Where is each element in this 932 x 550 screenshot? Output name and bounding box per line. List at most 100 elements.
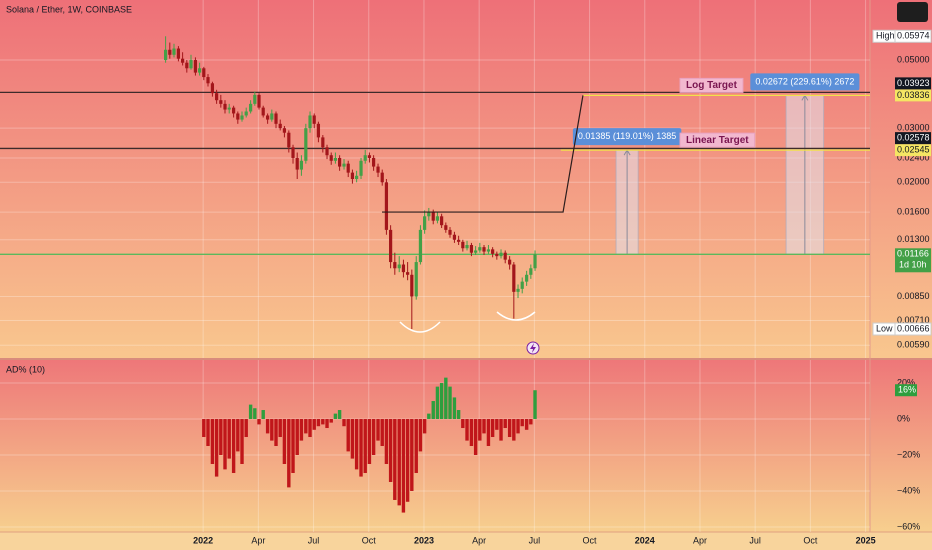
measure-label: 0.02672 (229.61%) 2672 — [755, 76, 854, 86]
indicator-bar — [452, 397, 457, 420]
candle-body — [444, 225, 448, 230]
candle-body — [372, 157, 376, 167]
price-pane — [0, 0, 932, 358]
pattern-arc — [399, 321, 441, 333]
candle-body — [342, 163, 346, 167]
indicator-bar — [418, 419, 423, 452]
candle-body — [495, 253, 499, 257]
x-tick-label: Jul — [749, 535, 761, 545]
y-tick-label: −40% — [897, 485, 920, 495]
candle-body — [482, 247, 486, 252]
candle-body — [257, 94, 261, 108]
indicator-bar — [427, 413, 431, 420]
indicator-bar — [312, 419, 316, 430]
candle-body — [363, 155, 367, 161]
x-tick-label: Apr — [251, 535, 265, 545]
y-tick-label: 20% — [897, 377, 915, 387]
candle-body — [520, 281, 524, 289]
indicator-pane — [0, 360, 932, 532]
indicator-bar — [507, 419, 512, 438]
indicator-bar — [444, 377, 448, 420]
indicator-bar — [287, 419, 291, 488]
indicator-bar — [219, 419, 223, 455]
candle-body — [478, 247, 482, 251]
target-label: Log Target — [686, 80, 738, 91]
candle-body — [206, 77, 210, 84]
candle-body — [164, 49, 168, 61]
indicator-bar — [533, 390, 537, 420]
toolbar-button[interactable] — [897, 2, 928, 22]
indicator-bar — [325, 419, 329, 429]
indicator-bar — [422, 419, 427, 434]
y-tick-label: 0.03000 — [897, 123, 930, 133]
x-tick-label: Apr — [693, 535, 707, 545]
indicator-bar — [482, 419, 486, 434]
candle-body — [240, 115, 244, 120]
candle-body — [465, 245, 469, 249]
price-tag — [894, 322, 932, 336]
candle-body — [274, 113, 278, 124]
indicator-bar — [333, 413, 338, 420]
candle-body — [431, 212, 435, 221]
indicator-bar — [520, 419, 524, 427]
indicator-bar — [405, 419, 410, 502]
indicator-bar — [291, 419, 295, 473]
candle-body — [232, 107, 236, 114]
chart-title: Solana / Ether, 1W, COINBASE — [6, 4, 132, 14]
indicator-bar — [363, 419, 367, 473]
indicator-bar — [248, 404, 253, 420]
candle-body — [198, 68, 202, 73]
candle-body — [304, 128, 308, 161]
indicator-bar — [435, 386, 440, 420]
indicator-bar — [384, 419, 389, 464]
event-icon[interactable] — [526, 341, 540, 355]
y-tick-label: 0.00850 — [897, 291, 930, 301]
candle-body — [508, 259, 512, 265]
measure-label-box — [750, 73, 860, 91]
y-tick-label: 0.01300 — [897, 234, 930, 244]
indicator-bar — [231, 419, 236, 473]
indicator-bar — [414, 419, 418, 473]
candle-body — [486, 249, 491, 252]
time-axis — [0, 532, 932, 550]
candle-body — [491, 249, 495, 254]
indicator-bar — [282, 419, 287, 464]
x-tick-label: Oct — [362, 535, 377, 545]
x-tick-label: 2022 — [193, 535, 213, 545]
candle-body — [414, 262, 418, 297]
candle-body — [253, 94, 257, 104]
candle-body — [525, 274, 529, 282]
candle-body — [333, 157, 338, 161]
candle-body — [474, 250, 478, 253]
indicator-bar — [469, 419, 474, 446]
candle-body — [236, 113, 240, 120]
candle-body — [457, 239, 461, 242]
candle-body — [380, 172, 384, 183]
candle-body — [219, 100, 223, 104]
indicator-bar — [529, 419, 533, 425]
y-tick-label: −20% — [897, 449, 920, 459]
candle-body — [193, 60, 198, 73]
candle-body — [440, 216, 444, 226]
x-tick-label: Apr — [472, 535, 486, 545]
x-tick-label: Jul — [308, 535, 320, 545]
candle-body — [418, 229, 423, 263]
tag-name: Low — [876, 323, 893, 333]
indicator-bar — [388, 419, 393, 482]
candle-body — [410, 274, 414, 297]
y-tick-label: 0.02000 — [897, 177, 930, 187]
grid — [0, 0, 870, 532]
x-tick-label: 2023 — [414, 535, 434, 545]
measure-label: 0.01385 (119.01%) 1385 — [578, 131, 676, 141]
target-box — [679, 132, 756, 148]
candle-body — [503, 252, 507, 260]
indicator-bar — [346, 419, 350, 452]
indicator-bar — [265, 419, 270, 434]
candle-body — [512, 264, 516, 292]
indicator-bar — [397, 419, 401, 506]
candle-body — [401, 264, 406, 273]
indicator-bar — [490, 419, 495, 438]
indicator-bar — [516, 419, 520, 434]
indicator-bar — [393, 419, 397, 500]
